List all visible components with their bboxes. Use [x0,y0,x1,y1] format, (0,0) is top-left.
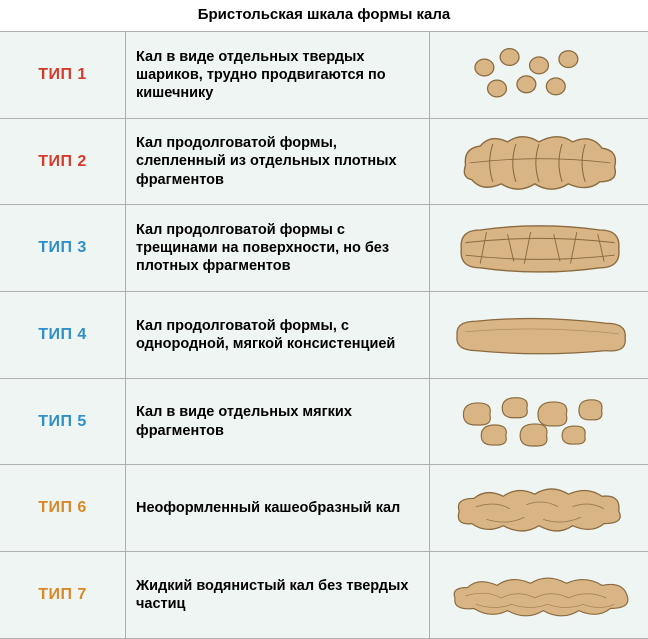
type-cell: ТИП 5 [0,379,126,465]
description-cell: Кал продолговатой формы с трещинами на п… [126,205,430,291]
illustration-cell [430,552,648,638]
table-row: ТИП 5Кал в виде отдельных мягких фрагмен… [0,378,648,465]
description-cell: Жидкий водянистый кал без твердых частиц [126,552,430,638]
illustration-cell [430,119,648,205]
table-row: ТИП 6Неоформленный кашеобразный кал [0,464,648,551]
description-cell: Кал продолговатой формы, с однородной, м… [126,292,430,378]
table-row: ТИП 1Кал в виде отдельных твердых шарико… [0,31,648,118]
illustration-cell [430,379,648,465]
description-cell: Кал продолговатой формы, слепленный из о… [126,119,430,205]
table-row: ТИП 4Кал продолговатой формы, с однородн… [0,291,648,378]
table-body: ТИП 1Кал в виде отдельных твердых шарико… [0,31,648,639]
description-cell: Кал в виде отдельных твердых шариков, тр… [126,32,430,118]
type-cell: ТИП 4 [0,292,126,378]
type-cell: ТИП 6 [0,465,126,551]
type-cell: ТИП 1 [0,32,126,118]
chart-title: Бристольская шкала формы кала [0,0,648,31]
table-row: ТИП 7Жидкий водянистый кал без твердых ч… [0,551,648,639]
illustration-cell [430,32,648,118]
type-cell: ТИП 7 [0,552,126,638]
illustration-cell [430,465,648,551]
description-cell: Кал в виде отдельных мягких фрагментов [126,379,430,465]
table-row: ТИП 3Кал продолговатой формы с трещинами… [0,204,648,291]
type-cell: ТИП 3 [0,205,126,291]
description-cell: Неоформленный кашеобразный кал [126,465,430,551]
table-row: ТИП 2Кал продолговатой формы, слепленный… [0,118,648,205]
illustration-cell [430,292,648,378]
bristol-chart: Бристольская шкала формы кала ТИП 1Кал в… [0,0,648,578]
type-cell: ТИП 2 [0,119,126,205]
illustration-cell [430,205,648,291]
